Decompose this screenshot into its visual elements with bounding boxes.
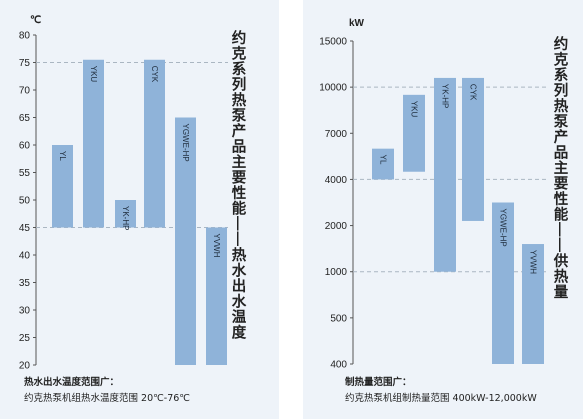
left-bar-label: YL (58, 151, 67, 161)
right-side-title-b: 供热量 (551, 253, 568, 300)
right-bar-yk-hp (434, 77, 456, 272)
left-unit-label: ℃ (30, 15, 41, 26)
right-tick-label: 400 (330, 360, 347, 371)
right-bar-label: YGWE-HP (499, 209, 508, 247)
left-bar-label: YVWH (212, 234, 221, 258)
right-caption-title: 制热量范围广： (345, 377, 412, 388)
left-tick-label: 35 (19, 278, 31, 289)
left-side-title-dash: —— (229, 216, 246, 247)
right-bar-yvwh (522, 244, 544, 364)
right-bar-label: YL (379, 155, 388, 165)
right-tick-label: 10000 (319, 83, 347, 94)
left-side-title-a: 约克系列热泵产品主要性能 (229, 30, 246, 216)
left-tick-label: 70 (19, 86, 31, 97)
right-bar-yku (403, 94, 425, 172)
right-tick-label: 2000 (325, 221, 348, 232)
left-tick-label: 55 (19, 168, 31, 179)
right-bar-cyk (462, 77, 484, 221)
left-bar-yku (83, 59, 104, 228)
left-chart-panel (0, 0, 279, 419)
right-bar-ygwe-hp (492, 202, 514, 364)
left-bar-label: YK-HP (121, 206, 130, 230)
right-side-title-dash: —— (551, 222, 568, 253)
left-bar-yvwh (206, 227, 227, 365)
left-bar-label: YGWE-HP (181, 124, 190, 162)
right-side-title: 约克系列热泵产品主要性能——供热量 (551, 36, 568, 300)
panel-divider (279, 0, 303, 419)
left-tick-label: 80 (19, 31, 31, 42)
left-bar-yk-hp (115, 200, 136, 228)
right-tick-label: 500 (330, 313, 347, 324)
right-side-title-a: 约克系列热泵产品主要性能 (551, 36, 568, 222)
right-bar-label: YVWH (529, 250, 538, 274)
left-bar-yl (52, 145, 73, 228)
left-side-title-b: 热水出水温度 (229, 247, 246, 340)
left-bar-ygwe-hp (175, 117, 196, 365)
right-tick-label: 4000 (325, 175, 348, 186)
left-side-title: 约克系列热泵产品主要性能——热水出水温度 (229, 30, 246, 340)
left-caption-title: 热水出水温度范围广： (24, 377, 120, 388)
left-tick-label: 50 (19, 196, 31, 207)
right-unit-label: kW (349, 18, 365, 29)
left-tick-label: 65 (19, 113, 31, 124)
right-bar-yl (372, 148, 394, 180)
left-tick-label: 75 (19, 58, 31, 69)
left-caption-text: 约克热泵机组热水温度范围 20℃-76℃ (24, 393, 190, 404)
right-bar-label: CYK (469, 84, 478, 101)
left-tick-label: 60 (19, 141, 31, 152)
right-bar-label: YKU (410, 101, 419, 118)
left-tick-label: 30 (19, 306, 31, 317)
left-tick-label: 20 (19, 361, 31, 372)
right-caption-text: 约克热泵机组制热量范围 400kW-12,000kW (345, 393, 537, 404)
right-bar-label: YK-HP (441, 84, 450, 108)
left-tick-label: 25 (19, 333, 31, 344)
right-tick-label: 15000 (319, 37, 347, 48)
left-bar-cyk (144, 59, 165, 228)
left-bar-label: YKU (89, 66, 98, 83)
left-tick-label: 45 (19, 223, 31, 234)
left-bar-label: CYK (150, 66, 159, 83)
right-tick-label: 1000 (325, 267, 348, 278)
left-tick-label: 40 (19, 251, 31, 262)
right-tick-label: 7000 (325, 129, 348, 140)
